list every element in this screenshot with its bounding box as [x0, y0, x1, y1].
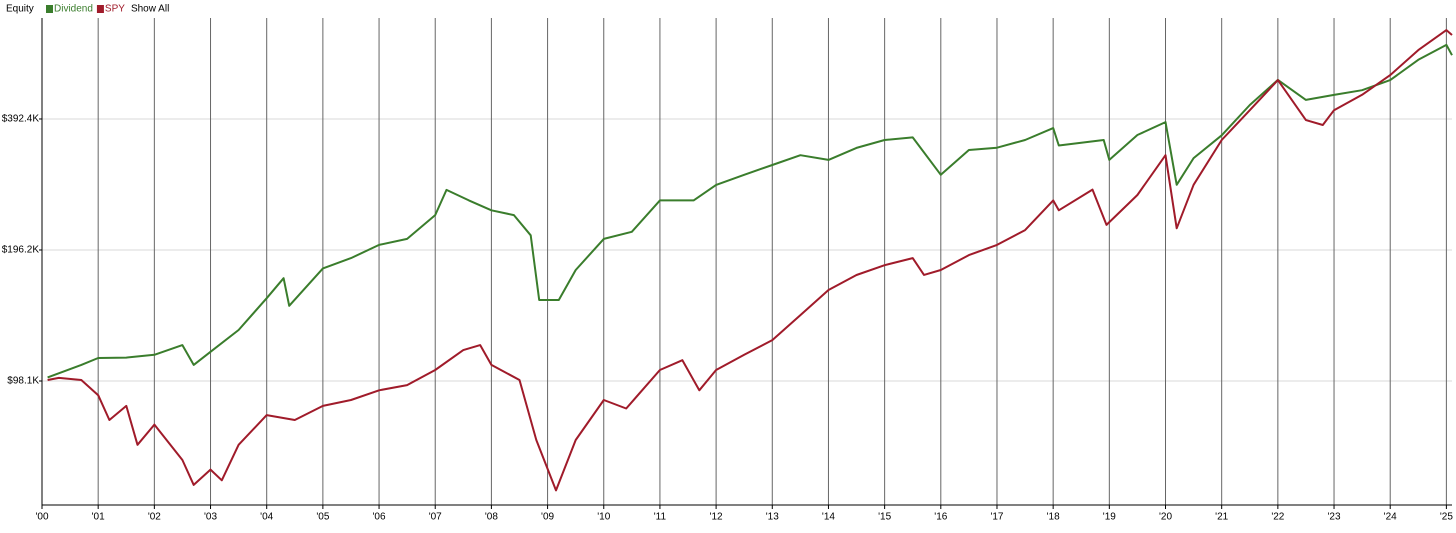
x-tick-label: '21	[1215, 512, 1228, 523]
y-tick-label: $392.4K	[2, 114, 40, 125]
chart-title: Equity	[6, 4, 34, 15]
y-tick-label: $196.2K	[2, 245, 40, 256]
series-line	[47, 29, 1453, 492]
x-tick-label: '24	[1384, 512, 1397, 523]
series-line	[47, 43, 1453, 379]
x-tick-label: '20	[1159, 512, 1172, 523]
legend-label[interactable]: SPY	[105, 4, 125, 15]
x-tick-label: '17	[990, 512, 1003, 523]
x-tick-label: '02	[148, 512, 161, 523]
x-tick-label: '15	[878, 512, 891, 523]
x-tick-label: '23	[1328, 512, 1341, 523]
x-tick-label: '07	[429, 512, 442, 523]
x-tick-label: '05	[316, 512, 329, 523]
legend-label[interactable]: Dividend	[54, 4, 93, 15]
x-tick-label: '01	[92, 512, 105, 523]
x-tick-label: '19	[1103, 512, 1116, 523]
show-all-button[interactable]: Show All	[131, 4, 169, 15]
x-tick-label: '25	[1440, 512, 1453, 523]
x-tick-label: '14	[822, 512, 835, 523]
legend-swatch	[96, 5, 104, 13]
x-tick-label: '09	[541, 512, 554, 523]
x-tick-label: '11	[654, 512, 667, 523]
x-tick-label: '00	[35, 512, 48, 523]
legend: Dividend SPY	[46, 4, 125, 15]
x-tick-label: '08	[485, 512, 498, 523]
y-tick-label: $98.1K	[7, 376, 39, 387]
x-tick-label: '22	[1271, 512, 1284, 523]
x-tick-label: '06	[373, 512, 386, 523]
x-tick-label: '04	[260, 512, 273, 523]
x-tick-label: '16	[934, 512, 947, 523]
x-tick-label: '18	[1047, 512, 1060, 523]
x-tick-label: '13	[766, 512, 779, 523]
x-tick-label: '12	[710, 512, 723, 523]
x-tick-label: '10	[597, 512, 610, 523]
x-tick-label: '03	[204, 512, 217, 523]
legend-swatch	[46, 5, 53, 13]
